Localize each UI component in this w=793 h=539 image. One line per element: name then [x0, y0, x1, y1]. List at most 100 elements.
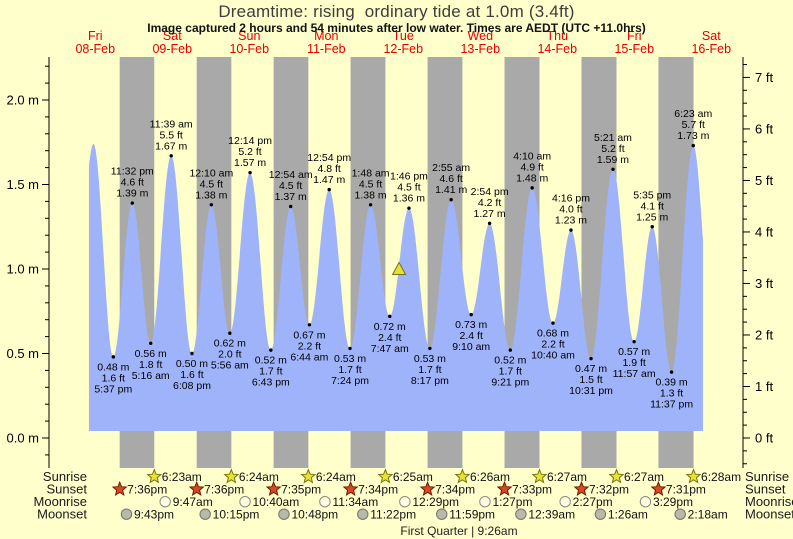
tide-annotation-line: 4.5 ft	[359, 178, 382, 190]
sunset-time: 7:36pm	[127, 483, 167, 497]
sunset-star-icon	[496, 480, 513, 496]
low-tide-annotation: 0.52 m1.7 ft9:21 pm	[491, 355, 529, 389]
sunset-star-icon	[650, 480, 667, 496]
moonset-time: 9:43pm	[134, 508, 174, 522]
tide-extreme-dot	[487, 221, 492, 226]
tide-annotation-line: 0.68 m	[537, 328, 569, 340]
right-axis-label: 0 ft	[755, 431, 773, 446]
tide-annotation-line: 12:10 am	[189, 167, 233, 179]
sunset-star-icon	[419, 480, 436, 496]
high-tide-annotation: 6:23 am5.7 ft1.73 m	[674, 108, 712, 142]
sunset-time: 7:31pm	[666, 483, 706, 497]
tide-annotation-line: 0.72 m	[374, 321, 406, 333]
sunset-time: 7:34pm	[358, 483, 398, 497]
left-axis-label: 0.5 m	[6, 346, 39, 361]
tide-extreme-dot	[190, 351, 194, 356]
moonrise-circle-icon	[479, 496, 491, 508]
tide-annotation-line: 1:48 am	[352, 167, 390, 179]
right-axis-label: 2 ft	[755, 327, 773, 342]
tide-annotation-line: 7:24 pm	[331, 375, 369, 387]
moonset-circle-icon	[120, 508, 133, 520]
day-label-dow: Fri	[627, 29, 642, 43]
tide-extreme-dot	[650, 225, 654, 229]
high-tide-annotation: 11:32 pm4.6 ft1.39 m	[111, 166, 154, 200]
high-tide-annotation: 2:55 am4.6 ft1.41 m	[432, 162, 470, 196]
low-tide-annotation: 0.72 m2.4 ft7:47 am	[371, 321, 409, 355]
tide-annotation-line: 1.41 m	[435, 184, 467, 196]
sunrise-time: 6:24am	[239, 470, 279, 484]
day-label-dow: Thu	[547, 29, 569, 43]
tide-annotation-line: 10:31 pm	[569, 385, 613, 397]
moonrise-circle-icon	[399, 496, 411, 508]
tide-annotation-line: 1.36 m	[393, 193, 425, 205]
tide-annotation-line: 4.8 ft	[318, 163, 341, 175]
left-axis-label: 1.0 m	[6, 262, 39, 277]
astro-row-label-left: Moonset	[37, 507, 87, 522]
tide-annotation-line: 0.56 m	[135, 348, 167, 360]
tide-annotation-line: 0.48 m	[97, 361, 129, 373]
tide-annotation-line: 1.39 m	[116, 188, 148, 200]
moonset-time: 2:18am	[688, 508, 728, 522]
tide-annotation-line: 1.6 ft	[180, 369, 203, 381]
sunset-star-icon	[111, 480, 128, 496]
tide-extreme-dot	[327, 187, 331, 192]
tide-annotation-line: 12:14 pm	[228, 135, 272, 147]
low-tide-annotation: 0.56 m1.8 ft5:16 am	[132, 348, 170, 382]
tide-annotation-line: 5.2 ft	[238, 146, 261, 158]
sunrise-star-icon	[454, 468, 471, 484]
sunrise-time: 6:24am	[316, 470, 356, 484]
high-tide-annotation: 1:48 am4.5 ft1.38 m	[352, 167, 390, 201]
tide-annotation-line: 2.4 ft	[460, 330, 483, 342]
left-axis-label: 2.0 m	[6, 93, 39, 108]
day-label-date: 11-Feb	[307, 42, 346, 56]
tide-annotation-line: 2.4 ft	[378, 332, 401, 344]
tide-extreme-dot	[449, 198, 453, 202]
moonset-circle-icon	[594, 508, 607, 520]
tide-annotation-line: 6:43 pm	[252, 377, 290, 389]
moonset-circle-icon	[436, 508, 448, 520]
right-axis-label: 6 ft	[755, 121, 773, 136]
tide-annotation-line: 6:23 am	[674, 108, 712, 120]
tide-annotation-line: 1.6 ft	[102, 372, 125, 384]
tide-extreme-dot	[169, 154, 173, 158]
day-label-date: 16-Feb	[691, 42, 731, 56]
astro-row-label-left: Moonrise	[34, 494, 87, 509]
day-label-dow: Tue	[393, 29, 414, 43]
tide-annotation-line: 0.52 m	[494, 355, 526, 367]
sunrise-time: 6:26am	[470, 470, 510, 484]
day-label-date: 08-Feb	[75, 42, 115, 56]
day-label-date: 14-Feb	[537, 42, 577, 56]
moonset-time: 11:22pm	[370, 508, 416, 522]
tide-extreme-dot	[407, 206, 411, 210]
tide-annotation-line: 0.73 m	[455, 319, 487, 331]
astro-row-label-left: Sunset	[47, 482, 88, 497]
low-tide-annotation: 0.53 m1.7 ft7:24 pm	[331, 353, 369, 387]
tide-annotation-line: 4.5 ft	[279, 180, 302, 192]
day-label-dow: Sat	[702, 29, 721, 43]
left-axis-label: 1.5 m	[6, 177, 39, 192]
day-label-date: 12-Feb	[383, 42, 423, 56]
tide-extreme-dot	[551, 321, 555, 325]
tide-annotation-line: 11:57 am	[613, 368, 656, 380]
tide-extreme-dot	[130, 201, 135, 205]
tide-annotation-line: 4.0 ft	[559, 204, 582, 216]
tide-annotation-line: 5.7 ft	[682, 119, 705, 131]
tide-annotation-line: 2:55 am	[432, 162, 470, 174]
sunrise-star-icon	[300, 468, 317, 484]
tide-annotation-line: 11:37 pm	[650, 399, 693, 411]
moonrise-time: 11:34am	[332, 495, 378, 509]
low-tide-annotation: 0.62 m2.0 ft5:56 am	[211, 338, 249, 372]
tide-annotation-line: 1.5 ft	[579, 374, 602, 386]
moonrise-time: 9:47am	[173, 495, 213, 509]
tide-annotation-line: 4.6 ft	[121, 177, 144, 189]
high-tide-annotation: 2:54 pm4.2 ft1.27 m	[471, 186, 509, 220]
tide-extreme-dot	[388, 314, 392, 319]
tide-annotation-line: 1.7 ft	[418, 364, 441, 376]
tide-annotation-line: 1.7 ft	[259, 366, 282, 378]
moonrise-circle-icon	[239, 496, 251, 508]
